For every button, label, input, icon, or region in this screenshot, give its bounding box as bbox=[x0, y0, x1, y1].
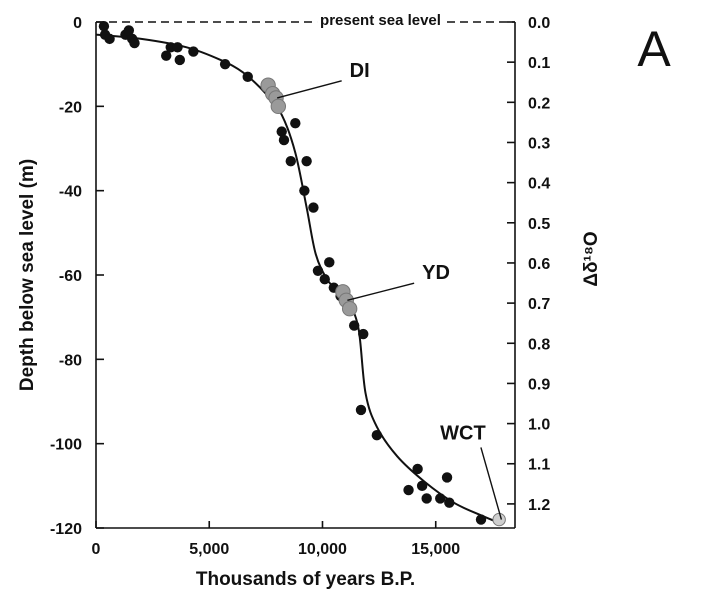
data-point bbox=[299, 185, 310, 196]
data-point bbox=[355, 404, 367, 416]
data-point bbox=[174, 54, 185, 66]
x-tick-label: 0 bbox=[92, 541, 101, 558]
plot-area bbox=[95, 21, 516, 529]
data-point bbox=[278, 134, 290, 146]
data-point bbox=[444, 497, 455, 508]
data-point bbox=[324, 257, 335, 268]
data-point bbox=[161, 50, 172, 61]
data-point bbox=[290, 118, 301, 129]
y-tick-label: -20 bbox=[59, 99, 82, 116]
left-y-ticks: 0 -20 -40 -60 -80 -100 -120 bbox=[50, 15, 104, 538]
data-point bbox=[285, 155, 296, 167]
annotation-leader bbox=[480, 447, 503, 520]
present-sea-level-label: present sea level bbox=[320, 12, 441, 29]
data-point bbox=[188, 46, 199, 57]
y2-tick-label: 1.0 bbox=[528, 417, 550, 434]
y2-tick-label: 0.6 bbox=[528, 256, 550, 273]
x-tick-label: 5,000 bbox=[189, 541, 229, 558]
data-point bbox=[421, 493, 432, 504]
y2-tick-label: 0.9 bbox=[528, 376, 550, 393]
y2-tick-label: 0.8 bbox=[528, 336, 550, 353]
x-tick-label: 10,000 bbox=[298, 541, 347, 558]
data-point bbox=[301, 155, 312, 167]
annotations: DI YD WCT bbox=[277, 60, 503, 520]
data-point bbox=[358, 328, 369, 340]
annotation-leader bbox=[347, 282, 415, 301]
data-point bbox=[98, 21, 110, 32]
gray-data-point bbox=[270, 98, 287, 115]
data-point bbox=[104, 33, 115, 45]
black-data-points bbox=[98, 21, 487, 525]
y2-tick-label: 0.1 bbox=[528, 55, 550, 72]
data-point bbox=[242, 71, 253, 83]
y-tick-label: -120 bbox=[50, 521, 82, 538]
panel-label: A bbox=[637, 21, 671, 77]
data-point bbox=[403, 484, 414, 496]
data-point bbox=[276, 126, 287, 137]
right-y-axis-label: Δδ¹⁸O bbox=[581, 231, 602, 286]
right-y-ticks: 0.0 0.1 0.2 0.3 0.4 0.5 0.6 0.7 0.8 0.9 1.0 1.1 1.2 bbox=[507, 15, 550, 514]
data-point bbox=[475, 514, 487, 525]
x-tick-label: 15,000 bbox=[411, 541, 460, 558]
data-point bbox=[416, 480, 428, 492]
y2-tick-label: 0.0 bbox=[528, 15, 550, 32]
y-tick-label: -80 bbox=[59, 352, 82, 369]
gray-data-points bbox=[260, 77, 506, 527]
data-point bbox=[371, 430, 383, 441]
annotation-label: YD bbox=[422, 262, 450, 284]
y2-tick-label: 0.3 bbox=[528, 135, 550, 152]
annotation-label: DI bbox=[350, 60, 370, 82]
y2-tick-label: 0.4 bbox=[528, 176, 550, 193]
y2-tick-label: 0.2 bbox=[528, 95, 550, 112]
y-axis-label: Depth below sea level (m) bbox=[17, 159, 38, 391]
data-point bbox=[412, 463, 423, 475]
data-point bbox=[435, 493, 446, 504]
data-point bbox=[123, 25, 135, 36]
y2-tick-label: 0.5 bbox=[528, 216, 550, 233]
y-tick-label: -100 bbox=[50, 437, 82, 454]
annotation-label: WCT bbox=[440, 422, 486, 444]
y2-tick-label: 1.1 bbox=[528, 457, 550, 474]
data-point bbox=[348, 320, 360, 331]
gray-data-point bbox=[341, 301, 358, 317]
data-point bbox=[312, 265, 324, 276]
y2-tick-label: 0.7 bbox=[528, 296, 550, 313]
y-tick-label: -40 bbox=[59, 184, 82, 201]
data-point bbox=[441, 472, 453, 483]
data-point bbox=[172, 42, 183, 53]
annotation-leader bbox=[277, 80, 342, 99]
data-point bbox=[219, 58, 231, 70]
gray-data-point bbox=[492, 512, 506, 527]
data-point bbox=[319, 274, 330, 285]
y-tick-label: 0 bbox=[73, 15, 82, 32]
data-point bbox=[129, 37, 140, 49]
y-tick-label: -60 bbox=[59, 268, 82, 285]
x-ticks: 0 5,000 10,000 15,000 bbox=[92, 521, 460, 558]
x-axis-label: Thousands of years B.P. bbox=[196, 569, 415, 590]
data-point bbox=[308, 202, 319, 213]
y2-tick-label: 1.2 bbox=[528, 497, 550, 514]
